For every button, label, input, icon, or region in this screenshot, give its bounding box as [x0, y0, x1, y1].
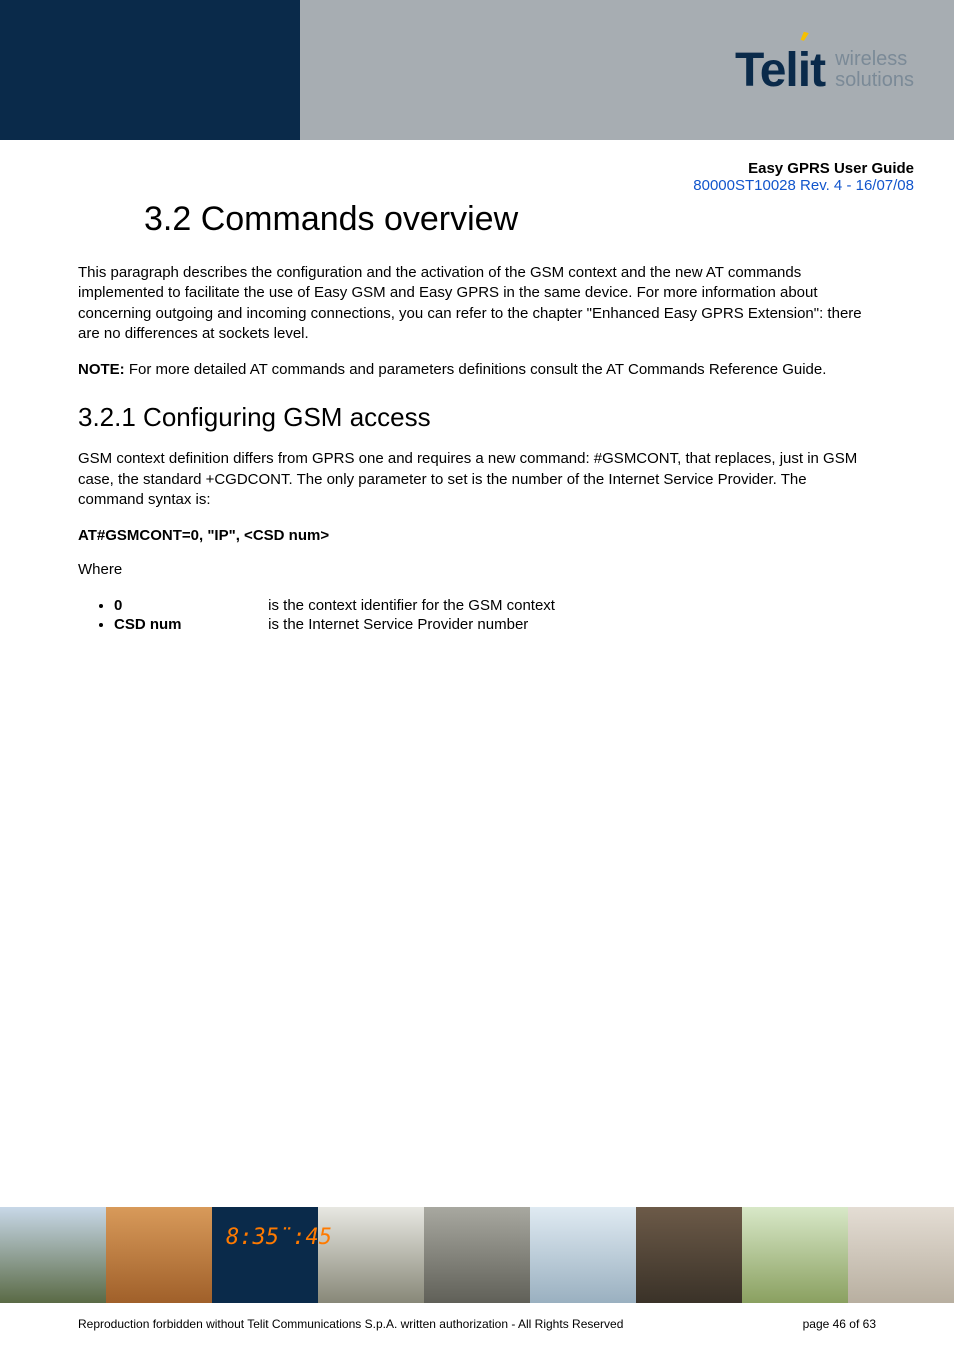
param-desc: is the context identifier for the GSM co…: [268, 597, 555, 614]
footer-tile: [848, 1207, 954, 1303]
param-term: CSD num: [114, 616, 264, 633]
param-term: 0: [114, 597, 264, 614]
header-right-block: ′ Telit wireless solutions: [300, 0, 954, 140]
footer-tile: [0, 1207, 106, 1303]
footer-copyright: Reproduction forbidden without Telit Com…: [78, 1317, 623, 1331]
param-item: CSD num is the Internet Service Provider…: [114, 616, 876, 633]
param-item: 0 is the context identifier for the GSM …: [114, 597, 876, 614]
section-intro: This paragraph describes the configurati…: [78, 263, 876, 344]
at-command: AT#GSMCONT=0, "IP", <CSD num>: [78, 526, 876, 546]
footer-tile: [106, 1207, 212, 1303]
footer-tile: [742, 1207, 848, 1303]
logo-text: ′ Telit: [735, 43, 825, 98]
logo-tagline: wireless solutions: [835, 49, 914, 91]
footer-text: Reproduction forbidden without Telit Com…: [0, 1317, 954, 1331]
header-left-block: [0, 0, 300, 140]
section-note: NOTE: For more detailed AT commands and …: [78, 360, 876, 380]
footer-tile: [636, 1207, 742, 1303]
subsection-body: GSM context definition differs from GPRS…: [78, 449, 876, 510]
page: ′ Telit wireless solutions Easy GPRS Use…: [0, 0, 954, 1351]
footer-tile: [530, 1207, 636, 1303]
doc-meta: Easy GPRS User Guide 80000ST10028 Rev. 4…: [0, 140, 954, 194]
footer-tile: [318, 1207, 424, 1303]
header-banner: ′ Telit wireless solutions: [0, 0, 954, 140]
subsection-heading: 3.2.1 Configuring GSM access: [78, 402, 876, 433]
param-list: 0 is the context identifier for the GSM …: [114, 597, 876, 633]
where-label: Where: [78, 560, 876, 580]
footer-tile: [424, 1207, 530, 1303]
note-label: NOTE:: [78, 361, 125, 378]
param-desc: is the Internet Service Provider number: [268, 616, 528, 633]
logo-word: Telit: [735, 44, 825, 97]
doc-revision: 80000ST10028 Rev. 4 - 16/07/08: [0, 177, 914, 194]
tagline-line1: wireless: [835, 48, 907, 70]
note-text: For more detailed AT commands and parame…: [125, 361, 827, 378]
footer-image-strip: [0, 1207, 954, 1303]
content: 3.2 Commands overview This paragraph des…: [0, 200, 954, 633]
doc-title: Easy GPRS User Guide: [0, 160, 914, 177]
footer-tile: [212, 1207, 318, 1303]
footer-page: page 46 of 63: [803, 1317, 876, 1331]
tagline-line2: solutions: [835, 69, 914, 91]
section-heading: 3.2 Commands overview: [144, 200, 876, 239]
logo: ′ Telit wireless solutions: [735, 43, 914, 98]
